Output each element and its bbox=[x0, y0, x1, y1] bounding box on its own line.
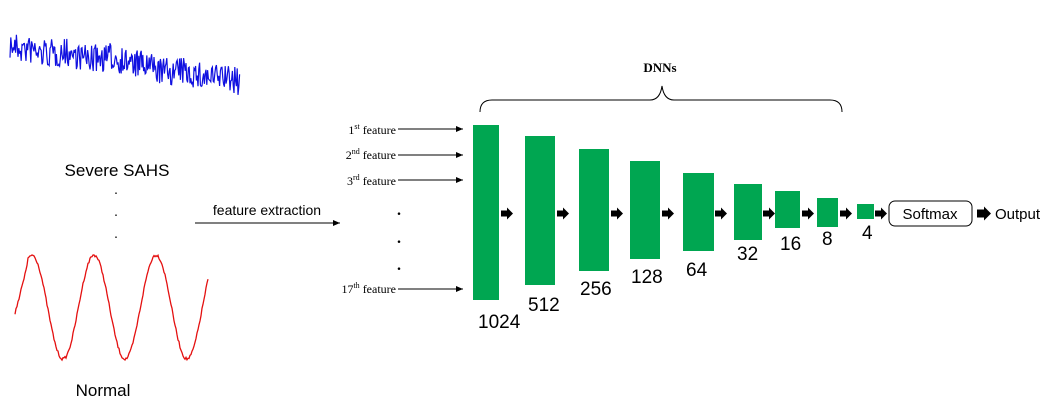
layer-1024-label: 1024 bbox=[478, 312, 521, 333]
feature-1-label: 1st feature bbox=[348, 122, 396, 137]
signal-ellipsis-3: . bbox=[114, 227, 118, 242]
layer-64-label: 64 bbox=[686, 260, 708, 281]
feature-2-label: 2nd feature bbox=[346, 147, 396, 162]
normal-label: Normal bbox=[76, 381, 131, 400]
normal-signal bbox=[14, 253, 209, 362]
layer-arrow-icon bbox=[840, 207, 852, 220]
layer-8-label: 8 bbox=[822, 229, 833, 250]
layer-128-bar bbox=[630, 161, 660, 259]
feature-17-label: 17th feature bbox=[341, 281, 396, 296]
feature-3-label: 3rd feature bbox=[347, 173, 396, 188]
layer-32-label: 32 bbox=[737, 244, 758, 265]
layer-arrow-icon bbox=[662, 207, 674, 220]
layer-arrow-icon bbox=[715, 207, 727, 220]
layer-256-bar bbox=[579, 149, 609, 271]
layer-arrow-icon bbox=[763, 207, 775, 220]
output-label: Output bbox=[995, 206, 1041, 223]
layer-4-label: 4 bbox=[862, 223, 873, 244]
layer-16-label: 16 bbox=[780, 234, 801, 255]
layer-16-bar bbox=[775, 191, 800, 228]
severe-sahs-signal bbox=[9, 34, 241, 95]
dnn-layers: 1024 512 256 128 64 32 16 8 4 bbox=[473, 125, 887, 333]
dnn-title: DNNs bbox=[643, 60, 676, 75]
layer-512-label: 512 bbox=[528, 295, 560, 316]
layer-256-label: 256 bbox=[580, 279, 612, 300]
layer-128-label: 128 bbox=[631, 267, 663, 288]
layer-64-bar bbox=[683, 173, 714, 251]
feature-extraction-label: feature extraction bbox=[213, 202, 321, 218]
softmax-box bbox=[888, 200, 973, 227]
layer-arrow-icon bbox=[875, 207, 887, 220]
softmax-label: Softmax bbox=[902, 206, 958, 223]
feature-ellipsis-3: . bbox=[397, 257, 401, 274]
layer-4-bar bbox=[857, 204, 874, 219]
signal-ellipsis-1: . bbox=[114, 183, 118, 198]
layer-arrow-icon bbox=[802, 207, 814, 220]
layer-arrow-icon bbox=[611, 207, 623, 220]
layer-1024-bar bbox=[473, 125, 499, 300]
layer-512-bar bbox=[525, 136, 555, 285]
layer-arrow-icon bbox=[557, 207, 569, 220]
dnn-brace bbox=[479, 85, 843, 113]
output-arrow-icon bbox=[977, 206, 991, 221]
layer-8-bar bbox=[817, 198, 838, 227]
feature-ellipsis-2: . bbox=[397, 230, 401, 247]
signal-ellipsis-2: . bbox=[114, 205, 118, 220]
feature-ellipsis-1: . bbox=[397, 202, 401, 219]
severe-sahs-label: Severe SAHS bbox=[65, 161, 170, 180]
layer-32-bar bbox=[734, 184, 762, 240]
layer-arrow-icon bbox=[501, 207, 513, 220]
